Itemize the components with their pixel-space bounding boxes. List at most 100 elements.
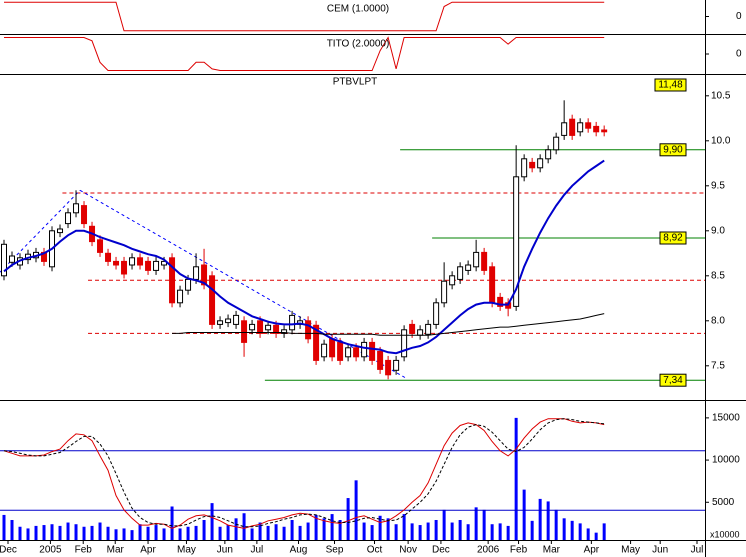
volume-bar	[386, 518, 390, 540]
volume-bar	[410, 523, 414, 540]
volume-bar	[178, 528, 182, 540]
chart-title: PTBVLPT	[333, 77, 377, 88]
candle-body	[185, 278, 192, 291]
volume-bar	[122, 528, 126, 540]
volume-bar	[570, 520, 574, 540]
panel-title: CEM (1.0000)	[327, 4, 389, 15]
volume-bar	[74, 524, 78, 540]
candle-body	[201, 264, 208, 286]
candle-body	[241, 320, 248, 343]
level-label: 7,34	[663, 375, 683, 386]
x-tick-label: Dec	[432, 545, 450, 556]
y-tick-label: 15000	[712, 413, 740, 424]
volume-bar	[210, 503, 214, 540]
x-tick-label: Mar	[543, 545, 561, 556]
x-tick-label: Mar	[107, 545, 125, 556]
volume-bar	[146, 526, 150, 540]
y-tick-label: 0	[736, 49, 742, 60]
level-box	[659, 373, 687, 387]
candle-body	[409, 323, 416, 334]
candle-body	[545, 149, 552, 160]
y-tick-label: 5000	[712, 497, 735, 508]
volume-bar	[218, 526, 222, 540]
x-tick-label: 2005	[39, 545, 62, 556]
unit-label: x10000	[710, 529, 740, 539]
volume-bar	[314, 514, 318, 540]
volume-bar	[34, 525, 38, 540]
candle-body	[177, 289, 184, 304]
volume-bar	[66, 522, 70, 540]
volume-bar	[274, 524, 278, 540]
volume-bar	[362, 522, 366, 540]
candle-body	[265, 324, 272, 331]
volume-bar	[242, 513, 246, 540]
volume-bar	[474, 507, 478, 540]
candle-body	[377, 350, 384, 370]
y-tick-label: 0	[736, 11, 742, 22]
volume-bar	[26, 528, 30, 540]
candle-body	[113, 260, 120, 266]
y-tick-label: 9.0	[711, 225, 725, 236]
x-tick-label: Apr	[140, 545, 156, 556]
y-tick-label: 8.5	[711, 270, 725, 281]
candle-body	[313, 324, 320, 361]
candle-body	[153, 260, 160, 271]
volume-bar	[450, 522, 454, 540]
volume-bar	[506, 525, 510, 540]
candle-body	[521, 158, 528, 178]
y-tick-label: 9.5	[711, 180, 725, 191]
volume-bar	[42, 525, 46, 540]
candle-body	[273, 324, 280, 334]
candle-body	[145, 260, 152, 271]
volume-bar	[114, 529, 118, 540]
trend-line	[79, 189, 406, 378]
level-box	[659, 143, 687, 157]
panel-title: TITO (2.0000)	[327, 39, 390, 50]
volume-bar	[490, 524, 494, 540]
indicator-line	[3, 418, 605, 528]
candle-body	[529, 161, 536, 169]
candle-body	[481, 251, 488, 271]
candle-body	[121, 260, 128, 275]
candle-body	[457, 266, 464, 280]
candle-body	[569, 118, 576, 136]
volume-bar	[186, 526, 190, 540]
candle-body	[345, 347, 352, 358]
x-tick-label: Sep	[326, 545, 344, 556]
volume-bar	[594, 532, 598, 540]
candle-body	[385, 359, 392, 376]
volume-bar	[498, 523, 502, 540]
candle-body	[417, 329, 424, 336]
level-label: 9,90	[663, 144, 683, 155]
level-label: 8,92	[663, 233, 683, 244]
candle-body	[449, 275, 456, 286]
candle-body	[369, 341, 376, 361]
last-label: 11,48	[658, 80, 683, 91]
volume-bar	[482, 509, 486, 540]
volume-bar	[578, 523, 582, 540]
candle-body	[593, 125, 600, 133]
candle-body	[393, 359, 400, 371]
volume-bar	[466, 524, 470, 540]
candle-body	[257, 320, 264, 334]
volume-bar	[266, 525, 270, 540]
volume-bar	[402, 514, 406, 540]
volume-bar	[346, 498, 350, 540]
x-tick-label: Oct	[367, 545, 383, 556]
candle-body	[65, 212, 72, 225]
candle-body	[137, 257, 144, 266]
x-tick-label: Apr	[584, 545, 600, 556]
candle-body	[249, 323, 256, 331]
candle-body	[105, 252, 112, 262]
indicator-line	[4, 1, 605, 32]
volume-bar	[226, 525, 230, 540]
x-tick-label: Feb	[510, 545, 528, 556]
x-tick-label: Dec	[0, 545, 17, 556]
volume-bar	[442, 509, 446, 540]
candle-body	[217, 320, 224, 325]
y-tick-label: 8.0	[711, 315, 725, 326]
x-tick-label: 2006	[477, 545, 500, 556]
x-tick-label: Jun	[652, 545, 668, 556]
volume-bar	[538, 498, 542, 540]
candle-body	[441, 280, 448, 304]
